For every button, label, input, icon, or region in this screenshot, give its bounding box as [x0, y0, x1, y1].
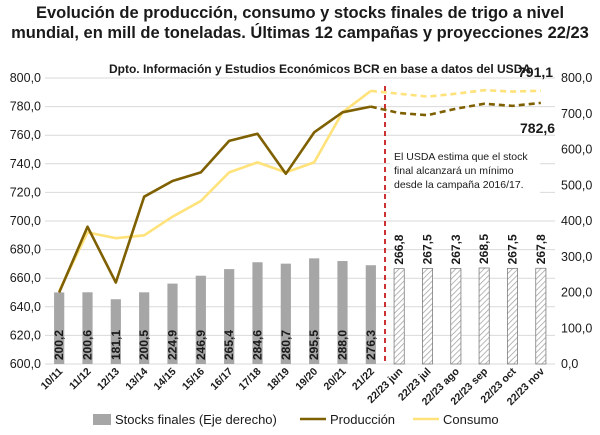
stock-bar-label: 224,9 [166, 330, 180, 360]
right-axis-ticks: 0,0 100,0 200,0 300,0 400,0 500,0 600,0 700,0 80… [561, 71, 592, 371]
left-axis-tick-label: 660,0 [10, 271, 41, 285]
x-category-label: 20/21 [322, 366, 349, 393]
stock-bar-label: 295,5 [307, 330, 321, 360]
stock-bar [478, 267, 490, 365]
stock-bar-labels: 200,2 200,6 181,1 200,5 224,9 246,9 265,4 284,6… [52, 234, 548, 360]
left-axis-tick-label: 640,0 [10, 300, 41, 314]
right-axis-tick-label: 600,0 [561, 143, 592, 157]
legend-swatch-stocks [93, 414, 111, 425]
end-label-consumo: 791,1 [518, 64, 554, 80]
stock-bar [110, 299, 121, 364]
consumo-line-projection [370, 88, 541, 98]
stock-bar [365, 265, 376, 364]
left-axis-tick-label: 760,0 [10, 128, 41, 142]
stock-bar-label: 266,8 [392, 234, 406, 264]
left-axis-tick-label: 600,0 [10, 357, 41, 371]
left-axis-tick-label: 800,0 [10, 71, 41, 85]
stock-bar-label: 200,5 [137, 330, 151, 360]
x-category-label: 12/13 [95, 366, 122, 393]
stock-bar-label: 267,3 [449, 234, 463, 264]
x-category-label: 17/18 [237, 366, 264, 393]
x-category-label: 18/19 [265, 366, 292, 393]
x-category-label: 14/15 [152, 366, 179, 393]
stock-bar [309, 258, 320, 364]
right-axis-tick-label: 300,0 [561, 250, 592, 264]
stock-bar [450, 268, 462, 365]
right-axis-tick-label: 500,0 [561, 178, 592, 192]
stock-bar [224, 269, 235, 364]
stock-bar [195, 275, 206, 364]
stock-bar [535, 267, 547, 365]
left-axis-tick-label: 700,0 [10, 214, 41, 228]
left-axis-tick-label: 720,0 [10, 185, 41, 199]
stock-bar-label: 284,6 [251, 330, 265, 360]
right-axis-tick-label: 800,0 [561, 71, 592, 85]
left-axis-ticks: 600,0 620,0 640,0 660,0 680,0 700,0 720,0 740,0… [10, 71, 41, 371]
stock-bar-label: 267,5 [506, 234, 520, 264]
legend-label-stocks: Stocks finales (Eje derecho) [115, 412, 277, 427]
stock-bar-label: 276,3 [364, 330, 378, 360]
legend: Stocks finales (Eje derecho) Producción Co… [93, 412, 499, 427]
stock-bar-label: 268,5 [477, 234, 491, 264]
legend-label-consumo: Consumo [443, 412, 499, 427]
stock-bar [337, 261, 348, 364]
produccion-line-historic [57, 105, 372, 294]
x-category-label: 16/17 [208, 366, 235, 393]
right-axis-tick-label: 700,0 [561, 107, 592, 121]
stock-bar-label: 246,9 [194, 330, 208, 360]
stock-bars [54, 258, 547, 365]
right-axis-tick-label: 400,0 [561, 214, 592, 228]
stock-bar [252, 262, 263, 364]
stock-bar-label: 280,7 [279, 330, 293, 360]
stock-bar [82, 292, 93, 364]
right-axis-tick-label: 0,0 [561, 357, 578, 371]
series-lines [57, 88, 541, 294]
end-label-produccion: 782,6 [520, 120, 556, 136]
gridlines [45, 77, 555, 365]
x-category-label: 11/12 [67, 366, 94, 393]
stock-bar-label: 288,0 [336, 330, 350, 360]
right-axis-tick-label: 200,0 [561, 286, 592, 300]
chart-subtitle: Dpto. Información y Estudios Económicos … [108, 62, 532, 76]
stock-bar [393, 268, 405, 365]
produccion-line-projection [370, 101, 541, 117]
chart-title: Evolución de producción, consumo y stock… [11, 4, 589, 42]
stock-bar [54, 292, 65, 364]
x-category-label: 15/16 [180, 366, 207, 393]
left-axis-tick-label: 780,0 [10, 100, 41, 114]
x-category-label: 13/14 [123, 366, 150, 393]
right-axis-tick-label: 100,0 [561, 321, 592, 335]
consumo-line-historic [57, 89, 372, 292]
stock-bar-label: 181,1 [109, 330, 123, 360]
legend-label-produccion: Producción [330, 412, 395, 427]
stock-bar [506, 267, 518, 365]
stock-bar [421, 267, 433, 365]
left-axis-tick-label: 620,0 [10, 328, 41, 342]
stock-bar-label: 267,8 [534, 234, 548, 264]
stock-bar [167, 283, 178, 364]
stock-bar-label: 267,5 [421, 234, 435, 264]
x-axis-categories: 10/11 11/12 12/13 13/14 14/15 15/16 16/17 17/18… [39, 365, 547, 408]
stock-bar-label: 200,6 [81, 330, 95, 360]
stock-bar-label: 265,4 [222, 330, 236, 360]
stock-bar-label: 200,2 [52, 330, 66, 360]
left-axis-tick-label: 740,0 [10, 157, 41, 171]
stock-bar [139, 292, 150, 364]
annotation-box: El USDA estima que el stock final alcanz… [390, 148, 540, 194]
stock-bar [280, 263, 291, 364]
left-axis-tick-label: 680,0 [10, 243, 41, 257]
x-category-label: 10/11 [39, 366, 66, 393]
x-category-label: 19/20 [293, 366, 320, 393]
